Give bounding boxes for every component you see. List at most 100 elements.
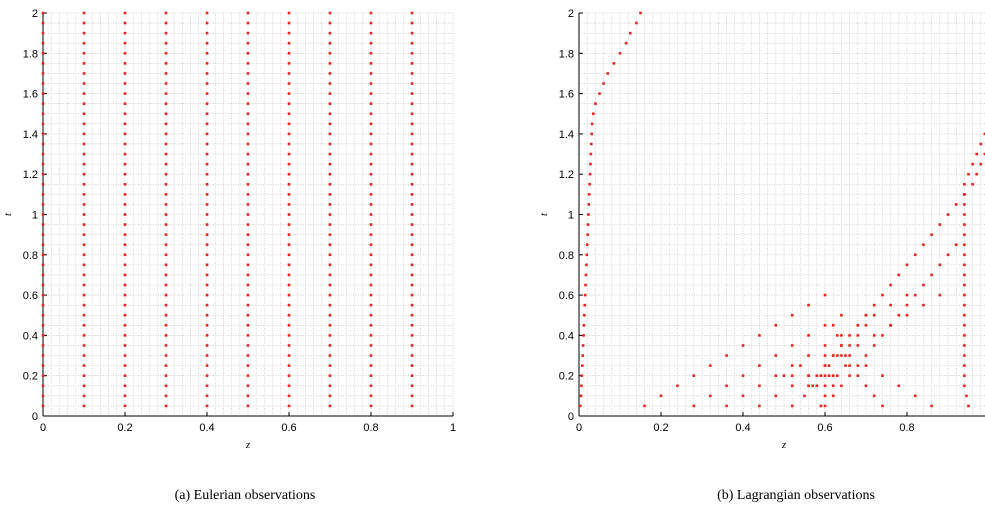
- observation-point: [164, 324, 168, 327]
- observation-point: [580, 364, 584, 367]
- observation-point: [848, 354, 851, 357]
- observation-point: [856, 324, 860, 327]
- observation-point: [823, 384, 827, 388]
- observation-point: [815, 374, 819, 377]
- observation-point: [369, 112, 373, 116]
- observation-point: [328, 324, 332, 327]
- observation-point: [205, 52, 209, 55]
- observation-point: [246, 243, 250, 247]
- observation-point: [692, 374, 696, 377]
- observation-point: [827, 364, 831, 367]
- observation-point: [164, 283, 168, 287]
- x-tick-label: 1: [450, 422, 456, 434]
- observation-point: [82, 21, 86, 25]
- observation-point: [328, 172, 332, 176]
- observation-point: [963, 193, 966, 196]
- observation-point: [328, 293, 332, 297]
- observation-point: [82, 233, 86, 236]
- observation-point: [123, 182, 127, 186]
- observation-point: [410, 334, 414, 337]
- observation-point: [123, 213, 127, 216]
- observation-point: [123, 354, 127, 357]
- observation-point: [369, 62, 373, 65]
- observation-point: [82, 334, 86, 337]
- observation-point: [205, 11, 209, 15]
- observation-point: [831, 394, 835, 398]
- observation-point: [164, 193, 168, 196]
- observation-point: [287, 72, 291, 75]
- observation-point: [585, 253, 589, 257]
- y-tick-label: 1.4: [559, 129, 574, 141]
- observation-point: [123, 303, 127, 307]
- observation-point: [164, 52, 168, 55]
- observation-point: [856, 374, 860, 377]
- observation-point: [589, 162, 592, 166]
- observation-point: [708, 394, 712, 398]
- observation-point: [848, 374, 851, 377]
- observation-point: [369, 293, 373, 297]
- observation-point: [205, 354, 209, 357]
- observation-point: [840, 313, 843, 317]
- observation-point: [905, 263, 909, 267]
- observation-point: [41, 102, 45, 105]
- observation-point: [287, 324, 291, 327]
- observation-point: [246, 273, 250, 277]
- observation-point: [922, 283, 925, 287]
- observation-point: [205, 384, 209, 388]
- observation-point: [639, 11, 642, 15]
- observation-point: [589, 152, 593, 156]
- observation-point: [328, 102, 332, 105]
- observation-point: [328, 404, 332, 408]
- observation-point: [287, 313, 291, 317]
- observation-point: [963, 344, 966, 347]
- observation-point: [848, 334, 851, 337]
- observation-point: [807, 303, 810, 307]
- observation-point: [123, 404, 127, 408]
- observation-point: [164, 203, 168, 206]
- observation-point: [410, 354, 414, 357]
- observation-point: [774, 354, 778, 357]
- observation-point: [287, 273, 291, 277]
- observation-point: [246, 394, 250, 398]
- observation-point: [410, 21, 414, 25]
- observation-point: [708, 364, 712, 367]
- observation-point: [930, 404, 933, 408]
- observation-point: [583, 303, 587, 307]
- observation-point: [164, 243, 168, 247]
- observation-point: [246, 293, 250, 297]
- observation-point: [369, 283, 373, 287]
- observation-point: [590, 142, 593, 146]
- observation-point: [328, 112, 332, 116]
- observation-point: [164, 162, 168, 166]
- observation-point: [844, 364, 847, 367]
- observation-point: [369, 72, 373, 75]
- observation-point: [123, 11, 127, 15]
- observation-point: [889, 324, 892, 327]
- observation-point: [612, 62, 616, 65]
- observation-point: [164, 112, 168, 116]
- observation-point: [246, 11, 250, 15]
- observation-point: [205, 102, 209, 105]
- observation-point: [328, 142, 332, 146]
- observation-point: [41, 162, 45, 166]
- observation-point: [287, 102, 291, 105]
- observation-point: [864, 313, 868, 317]
- observation-point: [123, 72, 127, 75]
- observation-point: [410, 394, 414, 398]
- observation-point: [328, 263, 332, 267]
- observation-point: [586, 223, 590, 226]
- observation-point: [578, 404, 582, 408]
- observation-point: [643, 404, 646, 408]
- observation-point: [164, 293, 168, 297]
- observation-point: [369, 223, 373, 226]
- observation-point: [963, 334, 966, 337]
- observation-point: [807, 374, 810, 377]
- x-axis-label: z: [781, 439, 787, 451]
- observation-point: [328, 31, 332, 35]
- observation-point: [831, 324, 835, 327]
- observation-point: [369, 303, 373, 307]
- observation-point: [328, 253, 332, 257]
- observation-point: [123, 344, 127, 347]
- observation-point: [41, 72, 45, 75]
- observation-point: [328, 82, 332, 85]
